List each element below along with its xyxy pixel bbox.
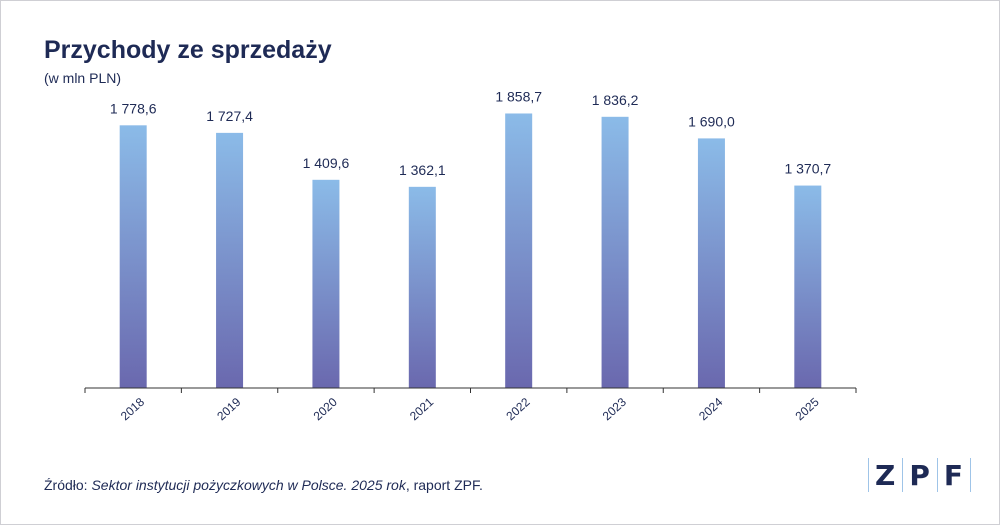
bar-2023 (601, 116, 629, 389)
data-label: 1 370,7 (784, 161, 831, 177)
chart-title: Przychody ze sprzedaży (44, 36, 332, 64)
source-suffix: , raport ZPF. (405, 477, 483, 493)
source-note: Źródło: Sektor instytucji pożyczkowych w… (44, 477, 483, 493)
logo-separator (868, 458, 869, 492)
data-label: 1 858,7 (495, 88, 542, 104)
data-label: 1 836,2 (592, 92, 639, 108)
x-tick-label: 2024 (696, 395, 725, 423)
bar-2024 (697, 138, 725, 388)
logo-separator (902, 458, 904, 492)
bar-2019 (216, 132, 244, 388)
logo-letter: Z (875, 458, 897, 492)
logo-letter: F (943, 458, 964, 492)
chart-subtitle: (w mln PLN) (44, 70, 122, 86)
x-tick-label: 2020 (311, 395, 340, 423)
x-tick-label: 2025 (793, 395, 822, 423)
logo-separator (936, 458, 938, 492)
logo-letter: P (909, 458, 931, 492)
x-tick-label: 2022 (503, 395, 532, 423)
data-label: 1 690,0 (688, 113, 735, 129)
bar-2018 (119, 125, 147, 389)
bar-2020 (312, 179, 340, 388)
bar-2022 (505, 113, 533, 388)
logo-separator (969, 458, 971, 492)
bar-2025 (794, 185, 822, 388)
data-label: 1 362,1 (399, 162, 446, 178)
data-label: 1 778,6 (110, 100, 157, 116)
source-title: Sektor instytucji pożyczkowych w Polsce.… (91, 477, 406, 493)
source-prefix: Źródło: (44, 477, 92, 493)
x-tick-label: 2019 (214, 395, 243, 423)
bar-2021 (408, 186, 436, 388)
x-tick-label: 2018 (118, 395, 147, 423)
x-tick-label: 2023 (600, 395, 629, 423)
zpf-logo: Z P F (862, 458, 977, 492)
data-label: 1 409,6 (303, 155, 350, 171)
data-label: 1 727,4 (206, 108, 253, 124)
x-tick-label: 2021 (407, 395, 436, 423)
